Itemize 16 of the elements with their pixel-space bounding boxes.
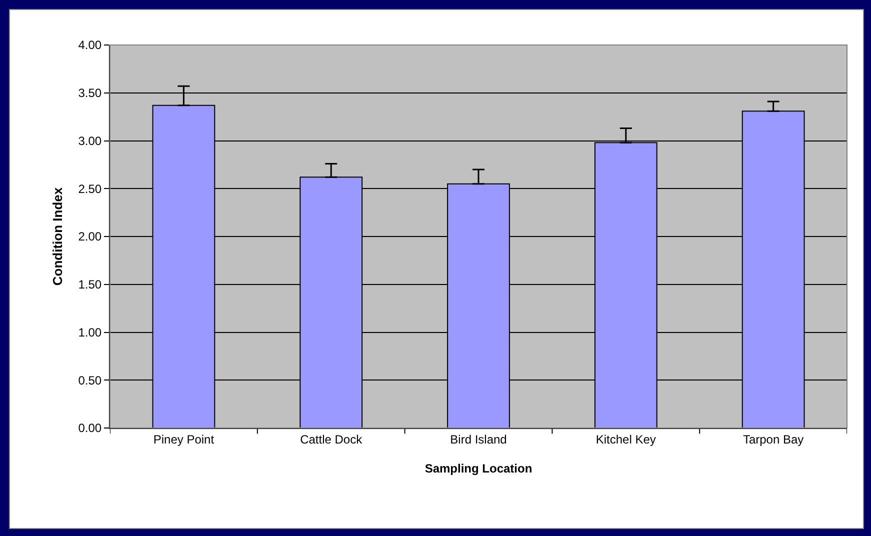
x-tick-label: Bird Island [450,432,507,446]
x-tick-label: Cattle Dock [300,432,364,446]
y-tick-label: 3.50 [78,86,102,100]
x-tick-label: Tarpon Bay [742,432,804,446]
y-tick-label: 0.50 [78,373,102,388]
y-tick-label: 2.50 [78,182,102,196]
x-tick-label: Kitchel Key [596,432,656,446]
y-tick-label: 3.00 [78,134,102,148]
y-axis-title: Condition Index [50,186,66,286]
x-tick-label: Piney Point [153,432,215,446]
y-tick-label: 1.50 [78,278,102,292]
y-tick-label: 0.00 [78,421,102,436]
y-tick-label: 2.00 [78,230,102,244]
y-tick-label: 4.00 [78,38,102,52]
y-tick-label: 1.00 [78,325,102,340]
x-axis-title: Sampling Location [424,461,532,476]
